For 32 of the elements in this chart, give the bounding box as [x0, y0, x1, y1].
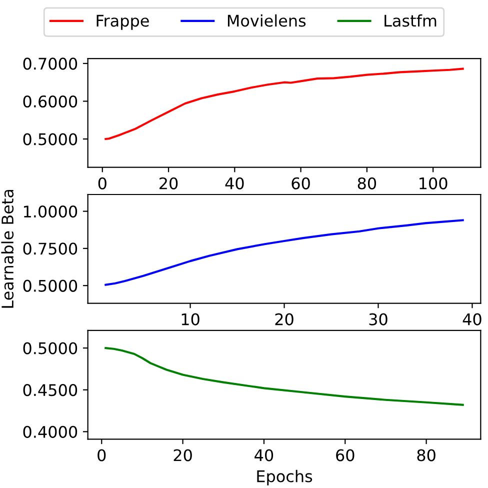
legend-label: Movielens [228, 14, 306, 27]
y-tick-label: 0.4500 [23, 384, 78, 396]
y-tick-label: 0.5000 [23, 280, 78, 292]
x-tick-label: 10 [182, 313, 200, 326]
line-series [104, 346, 464, 406]
x-axis-title: Epochs [257, 470, 312, 486]
x-tick-label: 0 [98, 177, 106, 190]
y-axis-title: Learnable Beta [1, 190, 14, 308]
x-tick-label: 20 [174, 449, 192, 462]
x-tick-label: 0 [98, 449, 106, 462]
x-tick-label: 20 [160, 177, 178, 190]
x-tick-label: 30 [369, 313, 388, 326]
y-tick-label: 0.4000 [23, 426, 78, 438]
x-tick-label: 100 [420, 177, 448, 190]
y-tick-label: 1.0000 [24, 206, 78, 218]
x-tick-label: 80 [358, 177, 376, 190]
y-tick-label: 0.7500 [23, 242, 78, 255]
y-tick-label: 0.7000 [23, 58, 78, 70]
x-tick-label: 60 [292, 177, 310, 190]
x-tick-label: 40 [462, 313, 482, 326]
y-tick-label: 0.5000 [23, 133, 78, 146]
y-tick-label: 0.5000 [23, 342, 78, 354]
y-tick-label: 0.6000 [23, 95, 78, 108]
line-series [104, 219, 464, 286]
x-tick-label: 80 [417, 449, 436, 462]
x-tick-label: 40 [225, 177, 244, 190]
legend-label: Frappe [96, 14, 149, 30]
x-tick-label: 20 [275, 313, 294, 326]
line-series [104, 68, 464, 140]
x-tick-label: 60 [336, 449, 354, 462]
x-tick-label: 40 [254, 449, 274, 462]
legend-label: Lastfm [384, 14, 436, 27]
